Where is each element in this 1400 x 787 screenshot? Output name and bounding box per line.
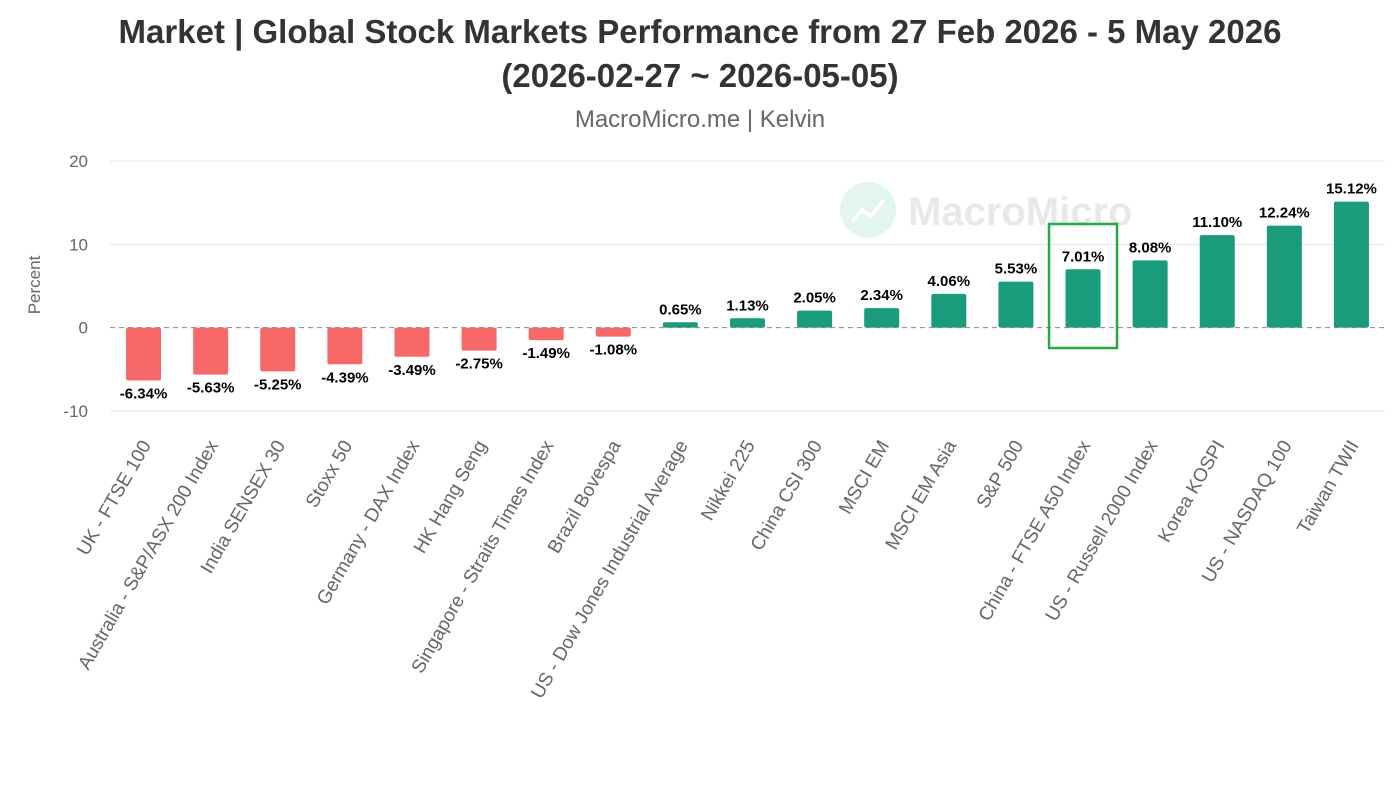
chart-subtitle: MacroMicro.me | Kelvin	[574, 106, 826, 133]
category-label: MSCI EM Asia	[882, 437, 962, 554]
category-label: MSCI EM	[835, 437, 894, 518]
data-label: 4.06%	[928, 273, 971, 290]
watermark-logo-glyph	[850, 198, 886, 224]
data-label: -5.25%	[254, 376, 302, 393]
y-axis-label: Percent	[25, 255, 44, 314]
category-label: S&P 500	[973, 437, 1029, 512]
data-label: 15.12%	[1326, 181, 1377, 198]
bar	[1065, 269, 1101, 328]
category-label: Korea KOSPI	[1154, 437, 1229, 546]
data-label: -1.08%	[590, 342, 638, 359]
bar	[797, 310, 833, 328]
watermark: MacroMicro	[840, 182, 1133, 238]
chart-title: Market | Global Stock Markets Performanc…	[0, 10, 1400, 98]
category-label: Taiwan TWII	[1293, 437, 1363, 538]
bar	[931, 293, 967, 328]
y-tick-label: 0	[79, 319, 88, 338]
chart-title-line2: (2026-02-27 ~ 2026-05-05)	[501, 57, 899, 94]
grid-lines	[110, 160, 1385, 412]
bar	[595, 327, 631, 337]
bar	[126, 327, 162, 381]
chart-title-line1: Market | Global Stock Markets Performanc…	[118, 13, 1282, 50]
y-tick-label: -10	[63, 402, 88, 421]
y-axis-ticks: -10 0 10 20	[63, 152, 88, 421]
bar	[461, 327, 497, 351]
bar	[193, 327, 229, 375]
bar	[394, 327, 430, 357]
bar	[1333, 201, 1369, 328]
data-label: -6.34%	[120, 386, 168, 403]
category-label: China CSI 300	[747, 437, 827, 555]
data-labels: -6.34% -5.63% -5.25% -4.39% -3.49% -2.75% -1.4…	[120, 181, 1377, 403]
category-label: Australia - S&P/ASX 200 Index	[74, 437, 223, 674]
data-label: 8.08%	[1129, 239, 1172, 256]
data-label: -3.49%	[388, 362, 436, 379]
category-label: UK - FTSE 100	[73, 437, 156, 559]
data-label: -2.75%	[455, 356, 503, 373]
y-tick-label: 10	[69, 235, 88, 254]
highlight-box	[1047, 222, 1119, 350]
category-label: Brazil Bovespa	[544, 437, 626, 558]
watermark-logo-icon	[840, 182, 896, 238]
category-label: China - FTSE A50 Index	[975, 437, 1096, 625]
data-label: 1.13%	[726, 297, 769, 314]
bar	[327, 327, 363, 365]
category-label: Singapore - Straits Times Index	[408, 437, 559, 677]
bar	[1132, 260, 1168, 328]
bar	[1266, 225, 1302, 328]
data-label: 12.24%	[1259, 205, 1310, 222]
data-label: 2.05%	[793, 290, 836, 307]
bar	[528, 327, 564, 341]
data-label: 11.10%	[1192, 214, 1242, 231]
data-label: -1.49%	[522, 345, 570, 362]
bar	[662, 322, 698, 328]
data-label: -4.39%	[321, 369, 369, 386]
bar	[730, 318, 765, 328]
data-label: 7.01%	[1062, 248, 1105, 265]
category-label: Stoxx 50	[302, 437, 357, 512]
watermark-text: MacroMicro	[908, 190, 1133, 234]
category-label: Nikkei 225	[697, 437, 760, 524]
bar	[260, 327, 296, 372]
data-label: 0.65%	[659, 301, 702, 318]
bar	[998, 281, 1034, 328]
y-tick-label: 20	[69, 152, 88, 171]
bars	[126, 201, 1369, 381]
data-label: 5.53%	[995, 261, 1038, 278]
bar	[1199, 235, 1235, 328]
category-label: US - Dow Jones Industrial Average	[527, 437, 692, 702]
category-label: HK Hang Seng	[410, 437, 492, 557]
data-label: -5.63%	[187, 380, 235, 397]
bar	[864, 308, 900, 328]
category-label: US - Russell 2000 Index	[1042, 437, 1163, 625]
data-label: 2.34%	[860, 287, 903, 304]
